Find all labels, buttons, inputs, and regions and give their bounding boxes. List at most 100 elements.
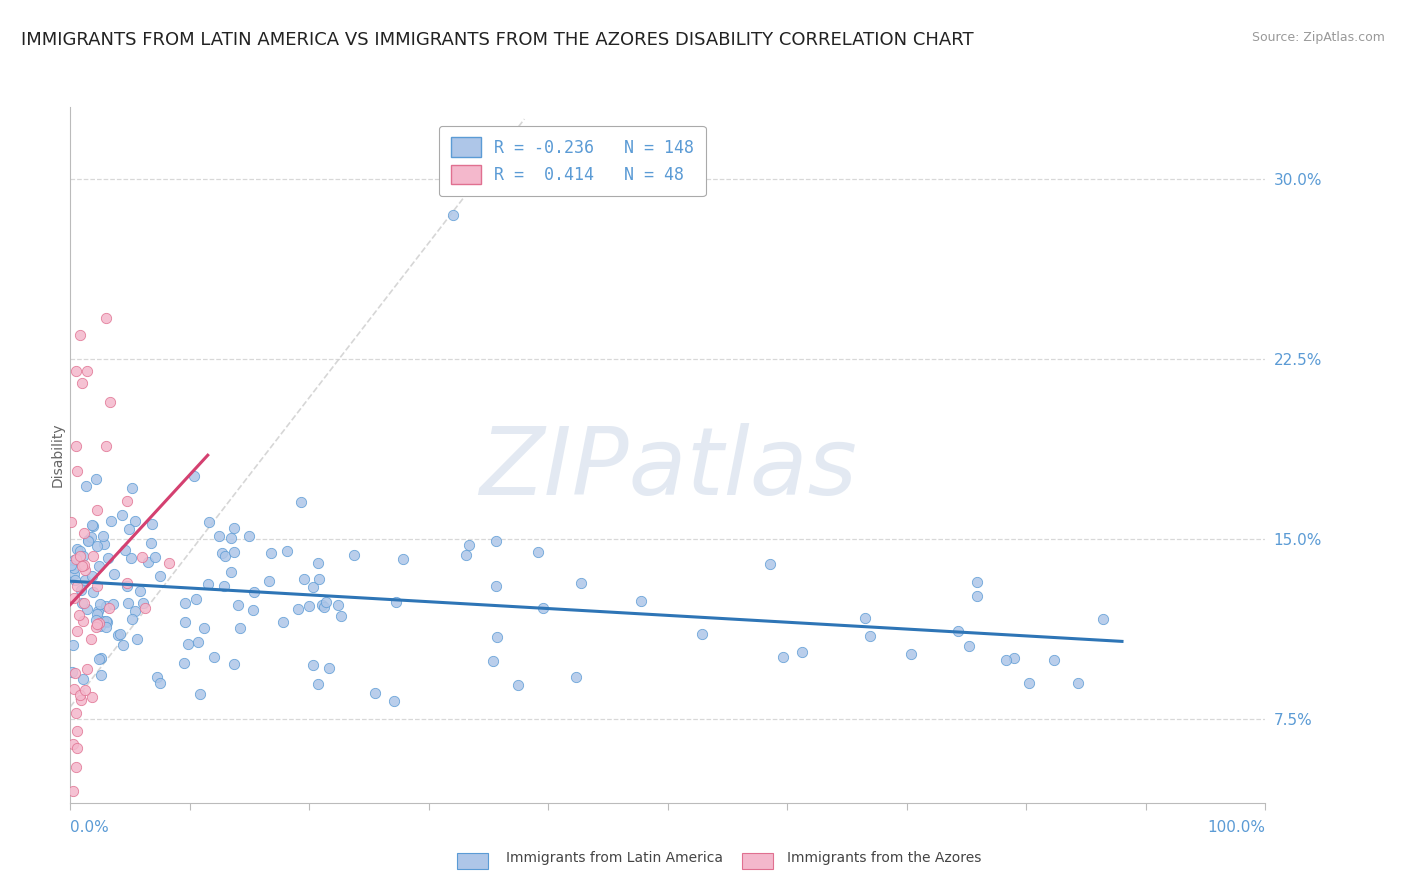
Point — [506, 678, 529, 692]
Text: IMMIGRANTS FROM LATIN AMERICA VS IMMIGRANTS FROM THE AZORES DISABILITY CORRELATI: IMMIGRANTS FROM LATIN AMERICA VS IMMIGRA… — [21, 31, 974, 49]
Point — [117, 596, 139, 610]
Point — [62, 591, 84, 605]
Point — [96, 615, 118, 630]
Point — [131, 549, 153, 564]
Point — [100, 514, 122, 528]
Point — [222, 657, 245, 671]
Point — [790, 645, 813, 659]
Point — [301, 580, 323, 594]
Point — [87, 559, 110, 574]
Point — [80, 569, 103, 583]
Point — [63, 681, 86, 696]
Point — [60, 665, 83, 679]
Point — [75, 563, 97, 577]
Point — [211, 547, 233, 561]
Point — [188, 687, 211, 701]
Point — [311, 599, 333, 613]
Point — [66, 723, 89, 738]
Point — [73, 558, 96, 573]
Point — [131, 596, 153, 610]
Point — [63, 665, 86, 680]
Point — [66, 741, 89, 756]
Point — [90, 651, 112, 665]
Point — [966, 574, 988, 589]
Point — [853, 611, 876, 625]
Point — [243, 585, 266, 599]
Point — [65, 439, 87, 453]
Point — [66, 464, 89, 478]
Point — [318, 661, 340, 675]
Point — [198, 515, 221, 529]
Point — [391, 551, 413, 566]
Point — [143, 549, 166, 564]
Point — [176, 637, 198, 651]
Point — [62, 553, 84, 567]
Point — [62, 784, 84, 798]
Point — [82, 518, 104, 533]
Point — [90, 668, 112, 682]
Point — [76, 364, 98, 378]
Point — [526, 545, 548, 559]
Point — [65, 364, 87, 378]
Text: Source: ZipAtlas.com: Source: ZipAtlas.com — [1251, 31, 1385, 45]
Point — [485, 534, 508, 549]
Point — [91, 614, 114, 628]
Point — [121, 612, 143, 626]
Point — [118, 522, 141, 536]
Point — [946, 624, 969, 639]
Point — [60, 516, 83, 530]
Point — [63, 573, 86, 587]
Point — [173, 656, 195, 670]
Point — [89, 619, 111, 633]
Point — [343, 548, 366, 562]
Point — [72, 549, 94, 563]
Point — [482, 654, 505, 668]
Point — [86, 616, 108, 631]
Point — [146, 669, 169, 683]
Point — [97, 551, 120, 566]
Point — [69, 328, 91, 343]
Point — [72, 597, 94, 611]
Point — [259, 546, 281, 560]
Point — [183, 468, 205, 483]
Point — [187, 635, 209, 649]
Y-axis label: Disability: Disability — [51, 423, 65, 487]
Point — [84, 620, 107, 634]
Point — [957, 639, 980, 653]
Point — [157, 556, 180, 570]
Point — [136, 555, 159, 569]
Point — [70, 559, 93, 574]
Point — [364, 685, 387, 699]
Point — [65, 760, 87, 774]
Point — [208, 529, 231, 543]
Point — [141, 517, 163, 532]
Point — [276, 543, 298, 558]
Point — [197, 577, 219, 591]
Point — [290, 494, 312, 508]
Legend: R = -0.236   N = 148, R =  0.414   N = 48: R = -0.236 N = 148, R = 0.414 N = 48 — [439, 126, 706, 196]
Point — [62, 737, 84, 751]
Point — [485, 579, 508, 593]
Point — [307, 676, 329, 690]
Point — [67, 607, 90, 622]
Point — [1067, 676, 1090, 690]
Point — [69, 549, 91, 563]
Point — [75, 573, 97, 587]
Point — [66, 579, 89, 593]
Point — [457, 538, 479, 552]
Point — [1018, 676, 1040, 690]
Point — [193, 621, 215, 635]
Point — [70, 583, 93, 598]
Point — [103, 566, 125, 581]
Point — [63, 567, 86, 582]
Point — [287, 602, 309, 616]
Point — [966, 589, 988, 603]
Point — [98, 395, 121, 409]
Point — [82, 517, 104, 532]
Point — [65, 706, 87, 720]
Point — [298, 599, 321, 613]
Point — [242, 603, 264, 617]
Point — [69, 688, 91, 702]
Point — [226, 598, 249, 612]
Point — [149, 676, 172, 690]
